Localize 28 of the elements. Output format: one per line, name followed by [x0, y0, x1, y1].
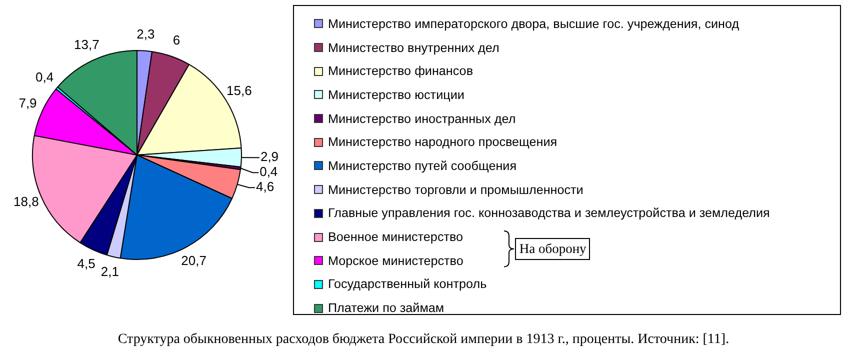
legend-label: Военное министерство — [328, 230, 464, 244]
data-label: 2,3 — [136, 26, 155, 42]
data-label: 18,8 — [14, 194, 39, 209]
data-label: 20,7 — [181, 252, 206, 268]
legend-label: Платежи по займам — [328, 301, 444, 316]
legend-label: Государственный контроль — [328, 277, 487, 292]
data-label: 6 — [172, 32, 180, 48]
legend-label: Министерство путей сообщения — [328, 158, 517, 173]
data-label: 2,9 — [260, 149, 279, 164]
legend-label: Министество внутренних дел — [328, 40, 500, 55]
data-label: 7,9 — [18, 96, 37, 111]
legend-label: Главные управления гос. коннозаводства и землеустройства и земледелия — [328, 206, 770, 220]
legend-label: Министерство торговли и промышленности — [328, 182, 584, 197]
legend-label: Министерство народного просвещения — [328, 135, 558, 150]
data-label: 0,4 — [260, 164, 278, 180]
text: Структура обыкновенных расходов бюджета Российской империи в 1913 г., проценты. Источник: [11]. — [116, 332, 730, 348]
legend-label: Министерство юстиции — [328, 88, 464, 102]
data-label: 4,6 — [256, 179, 274, 194]
legend-label: Министерство финансов — [328, 64, 474, 78]
legend-label: Министерство императорского двора, высшие гос. учреждения, синод — [328, 16, 740, 31]
legend-label: Министерство иностранных дел — [328, 112, 516, 126]
data-label: 4,5 — [77, 256, 96, 271]
data-label: 2,1 — [100, 264, 119, 280]
legend-label: Морское министерство — [328, 254, 464, 268]
data-label: 0,4 — [36, 69, 54, 84]
data-label: 15,6 — [226, 82, 252, 98]
data-label: 13,7 — [74, 37, 100, 52]
text: На оборону — [515, 238, 590, 260]
